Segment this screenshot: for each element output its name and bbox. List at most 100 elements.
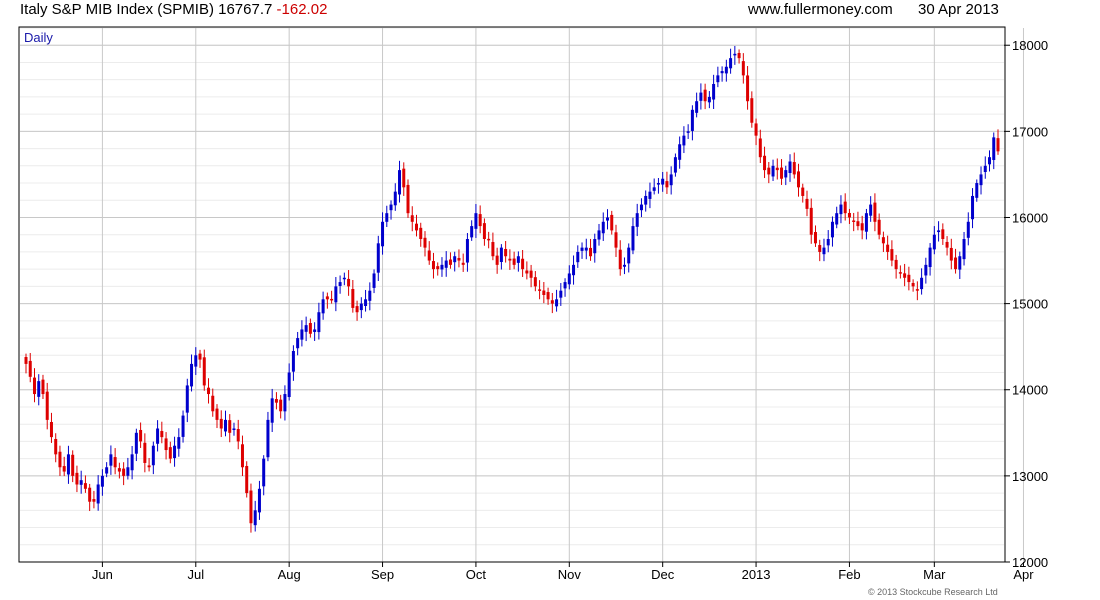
candle (431, 252, 435, 279)
candle-body (644, 195, 648, 205)
candle-body (32, 377, 36, 395)
candle (317, 302, 321, 340)
candle (724, 59, 728, 82)
candle-body (835, 213, 839, 225)
candle (792, 152, 796, 179)
candle (979, 166, 983, 195)
candle-body (996, 138, 1000, 152)
candle (580, 242, 584, 259)
candle-body (529, 270, 533, 278)
candle (890, 240, 894, 267)
candle (41, 374, 45, 400)
candle (37, 374, 41, 406)
site-url[interactable]: www.fullermoney.com (748, 1, 893, 18)
candle (414, 214, 418, 237)
candle-body (105, 467, 109, 474)
candle-body (465, 239, 469, 263)
candle-body (886, 244, 890, 252)
candle-body (156, 428, 160, 444)
candle (105, 462, 109, 478)
candle (499, 244, 503, 270)
candle-body (941, 229, 945, 240)
candle (359, 297, 363, 319)
x-tick-label: Jun (92, 567, 113, 582)
candle (661, 172, 665, 192)
candle-body (852, 220, 856, 222)
candle-body (173, 445, 177, 459)
candle-body (376, 243, 380, 273)
candle-body (521, 258, 525, 270)
candle-body (240, 444, 244, 468)
candle-body (699, 92, 703, 101)
candle (873, 193, 877, 232)
candle-body (245, 465, 249, 494)
candle-body (287, 372, 291, 398)
candle-body (512, 258, 516, 265)
candle (304, 316, 308, 342)
candle (898, 265, 902, 279)
candle (219, 410, 223, 438)
candle-body (321, 299, 325, 314)
x-tick-label: Jul (187, 567, 204, 582)
candle-body (109, 454, 113, 466)
candle-body (28, 360, 32, 377)
candle-body (402, 168, 406, 188)
candle-body (45, 391, 49, 420)
candle-body (334, 286, 338, 303)
candle (538, 280, 542, 300)
candle (673, 153, 677, 177)
candle (971, 188, 975, 229)
candle-body (79, 480, 83, 485)
candle (381, 212, 385, 255)
candle-body (448, 259, 452, 265)
candle-body (431, 261, 435, 270)
candle-body (703, 89, 707, 102)
candle-body (236, 429, 240, 442)
candle (75, 465, 79, 493)
candle (610, 210, 614, 235)
candle (504, 240, 508, 263)
candle (274, 392, 278, 410)
candle-body (673, 157, 677, 173)
candle (584, 238, 588, 260)
candle-body (555, 299, 559, 307)
candle-body (139, 429, 143, 442)
candle-body (542, 290, 546, 295)
candle-body (822, 247, 826, 255)
candles (24, 45, 1000, 533)
candle (223, 410, 227, 437)
candle (79, 470, 83, 494)
candle (720, 66, 724, 82)
candle (767, 161, 771, 184)
x-tick-label: Apr (1013, 567, 1034, 582)
candle (567, 265, 571, 290)
candle-body (482, 223, 486, 240)
candle-body (614, 232, 618, 248)
candle-body (504, 248, 508, 257)
candle-body (767, 167, 771, 175)
candle (631, 217, 635, 255)
last-price: 16767.7 (218, 1, 273, 18)
x-tick-label: Feb (838, 567, 860, 582)
candle-body (559, 290, 563, 298)
candle-body (750, 98, 754, 123)
candle-body (695, 101, 699, 113)
candle (334, 277, 338, 312)
candle-body (881, 237, 885, 244)
candle (665, 171, 669, 194)
candle-body (928, 247, 932, 268)
candle (194, 347, 198, 376)
candle-body (873, 202, 877, 222)
candle-body (954, 257, 958, 270)
candle-body (381, 221, 385, 247)
candle (512, 251, 516, 270)
candle (597, 223, 601, 246)
x-tick-label: Oct (466, 567, 487, 582)
candle-body (457, 257, 461, 261)
candle-body (427, 250, 431, 261)
candle (423, 231, 427, 257)
candle-body (223, 419, 227, 432)
chart-title: Italy S&P MIB Index (SPMIB) 16767.7 -162… (20, 0, 327, 20)
candle (915, 281, 919, 301)
candle (805, 190, 809, 217)
